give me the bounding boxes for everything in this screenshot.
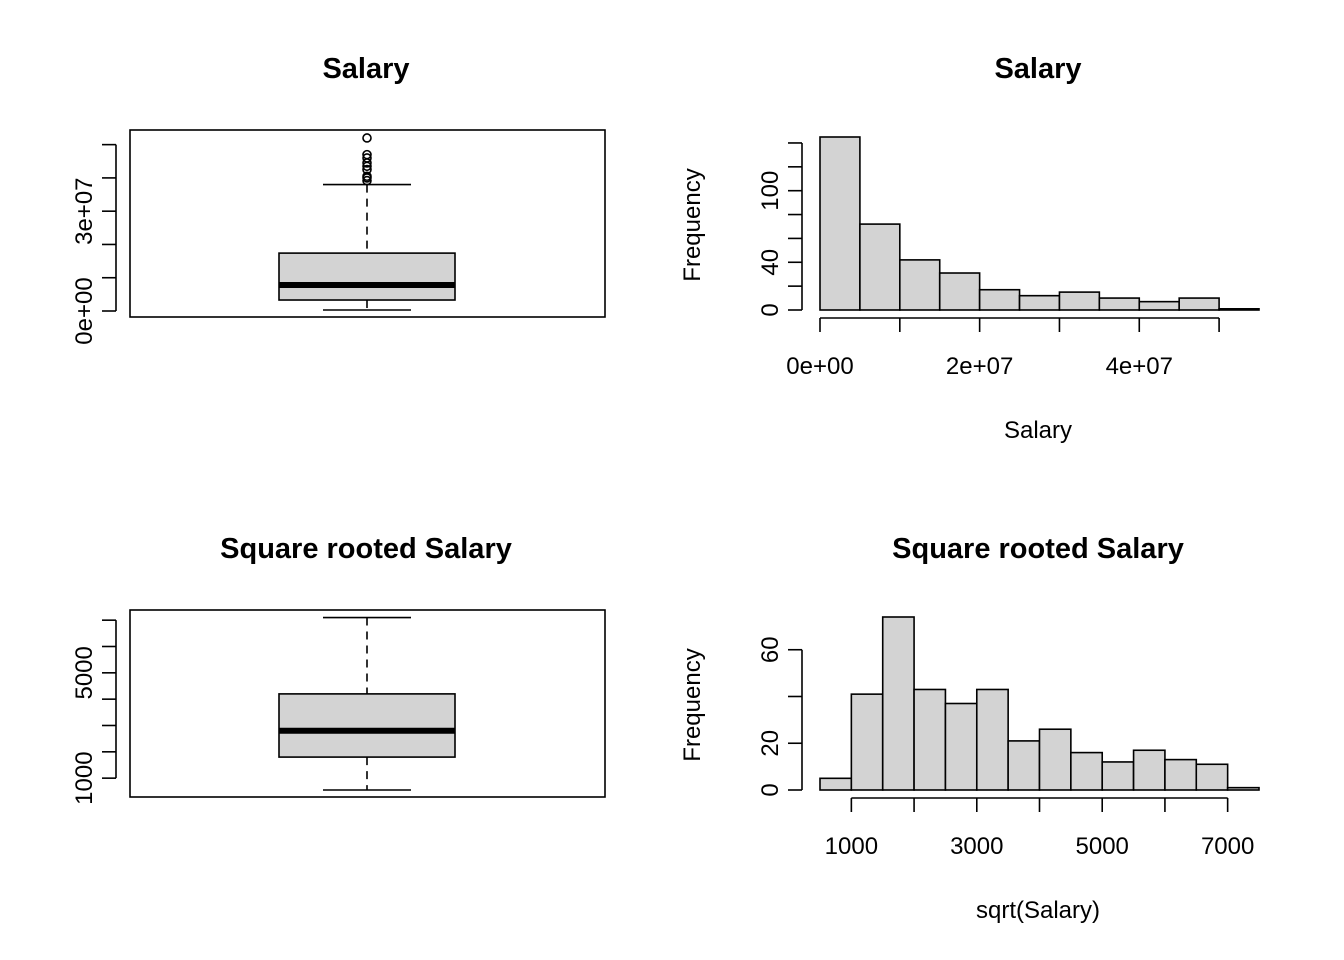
outlier-point: [362, 175, 372, 186]
histogram-bar: [1164, 758, 1198, 791]
outlier-point: [362, 149, 372, 160]
salary-histogram-panel: Salary 0e+00 2e+07 4e+07 0 40 100 Salary Fre…: [679, 53, 1260, 444]
salary-boxplot-y-axis: 0e+00 3e+07: [71, 143, 117, 345]
x-tick-label: 7000: [1201, 833, 1254, 860]
y-tick-label: 0: [757, 303, 784, 316]
salary-histogram-x-label: Salary: [1004, 417, 1072, 444]
x-tick-label: 4e+07: [1106, 353, 1173, 380]
salary-histogram-x-axis: 0e+00 2e+07 4e+07: [786, 317, 1220, 380]
sqrt-salary-histogram-panel: Square rooted Salary 1000 3000 5000 7000 0 2…: [679, 533, 1260, 924]
sqrt-salary-boxplot-title: Square rooted Salary: [220, 533, 512, 565]
y-tick-label: 0: [757, 783, 784, 796]
histogram-bar: [859, 223, 901, 311]
histogram-bar: [978, 288, 1021, 311]
histogram-bar: [1070, 751, 1104, 791]
salary-histogram-bars: [819, 136, 1260, 311]
histogram-bar: [1098, 297, 1141, 311]
salary-histogram-title: Salary: [994, 53, 1081, 85]
histogram-bar: [1195, 763, 1229, 791]
y-tick-label: 60: [757, 636, 784, 663]
histogram-bar: [881, 616, 915, 791]
x-tick-label: 5000: [1076, 833, 1129, 860]
histogram-bar: [1132, 749, 1166, 791]
outlier-point: [362, 164, 372, 175]
salary-boxplot-panel: Salary 0e+00 3e+07: [71, 53, 606, 345]
histogram-bar: [944, 702, 978, 791]
histogram-bar: [1218, 308, 1260, 311]
salary-boxplot-marks: [278, 133, 456, 311]
x-tick-label: 2e+07: [946, 353, 1013, 380]
salary-boxplot-title: Salary: [322, 53, 409, 85]
histogram-bar: [913, 688, 947, 791]
histogram-bar: [1007, 740, 1041, 791]
histogram-bar: [1178, 297, 1220, 311]
histogram-bar: [819, 777, 853, 791]
sqrt-salary-histogram-x-label: sqrt(Salary): [976, 897, 1100, 924]
y-tick-label: 3e+07: [71, 177, 98, 244]
outlier-point: [362, 171, 372, 182]
x-tick-label: 1000: [825, 833, 878, 860]
sqrt-salary-boxplot-marks: [278, 616, 456, 791]
sqrt-salary-histogram-title: Square rooted Salary: [892, 533, 1184, 565]
outlier-point: [362, 133, 372, 143]
y-tick-label: 0e+00: [71, 277, 98, 344]
salary-histogram-y-label: Frequency: [679, 168, 706, 281]
histogram-bar: [899, 259, 941, 311]
x-tick-label: 0e+00: [786, 353, 853, 380]
y-tick-label: 100: [757, 171, 784, 211]
sqrt-salary-histogram-y-label: Frequency: [679, 648, 706, 761]
y-tick-label: 40: [757, 249, 784, 276]
sqrt-salary-histogram-x-axis: 1000 3000 5000 7000: [825, 797, 1254, 860]
salary-histogram-y-axis: 0 40 100: [757, 142, 803, 317]
histogram-bar: [1101, 761, 1135, 791]
y-tick-label: 1000: [71, 751, 98, 804]
x-tick-label: 3000: [950, 833, 1003, 860]
histogram-bar: [1038, 728, 1072, 791]
iqr-box: [278, 693, 456, 758]
histogram-bar: [819, 136, 861, 311]
sqrt-salary-histogram-y-axis: 0 20 60: [757, 636, 803, 797]
salary-boxplot-frame: [129, 129, 606, 318]
iqr-box: [278, 252, 456, 301]
histogram-bar: [1018, 294, 1061, 311]
histogram-bar: [1138, 300, 1180, 311]
y-tick-label: 20: [757, 730, 784, 757]
sqrt-salary-histogram-bars: [819, 616, 1260, 791]
y-tick-label: 5000: [71, 646, 98, 699]
histogram-bar: [850, 693, 884, 791]
histogram-bar: [1058, 291, 1101, 311]
outlier-point: [362, 153, 372, 163]
histogram-bar: [975, 688, 1009, 791]
sqrt-salary-boxplot-y-axis: 1000 5000: [71, 619, 117, 805]
sqrt-salary-boxplot-frame: [129, 609, 606, 798]
sqrt-salary-boxplot-panel: Square rooted Salary 1000 5000: [71, 533, 606, 805]
histogram-bar: [938, 272, 981, 311]
histogram-bar: [1226, 786, 1260, 791]
